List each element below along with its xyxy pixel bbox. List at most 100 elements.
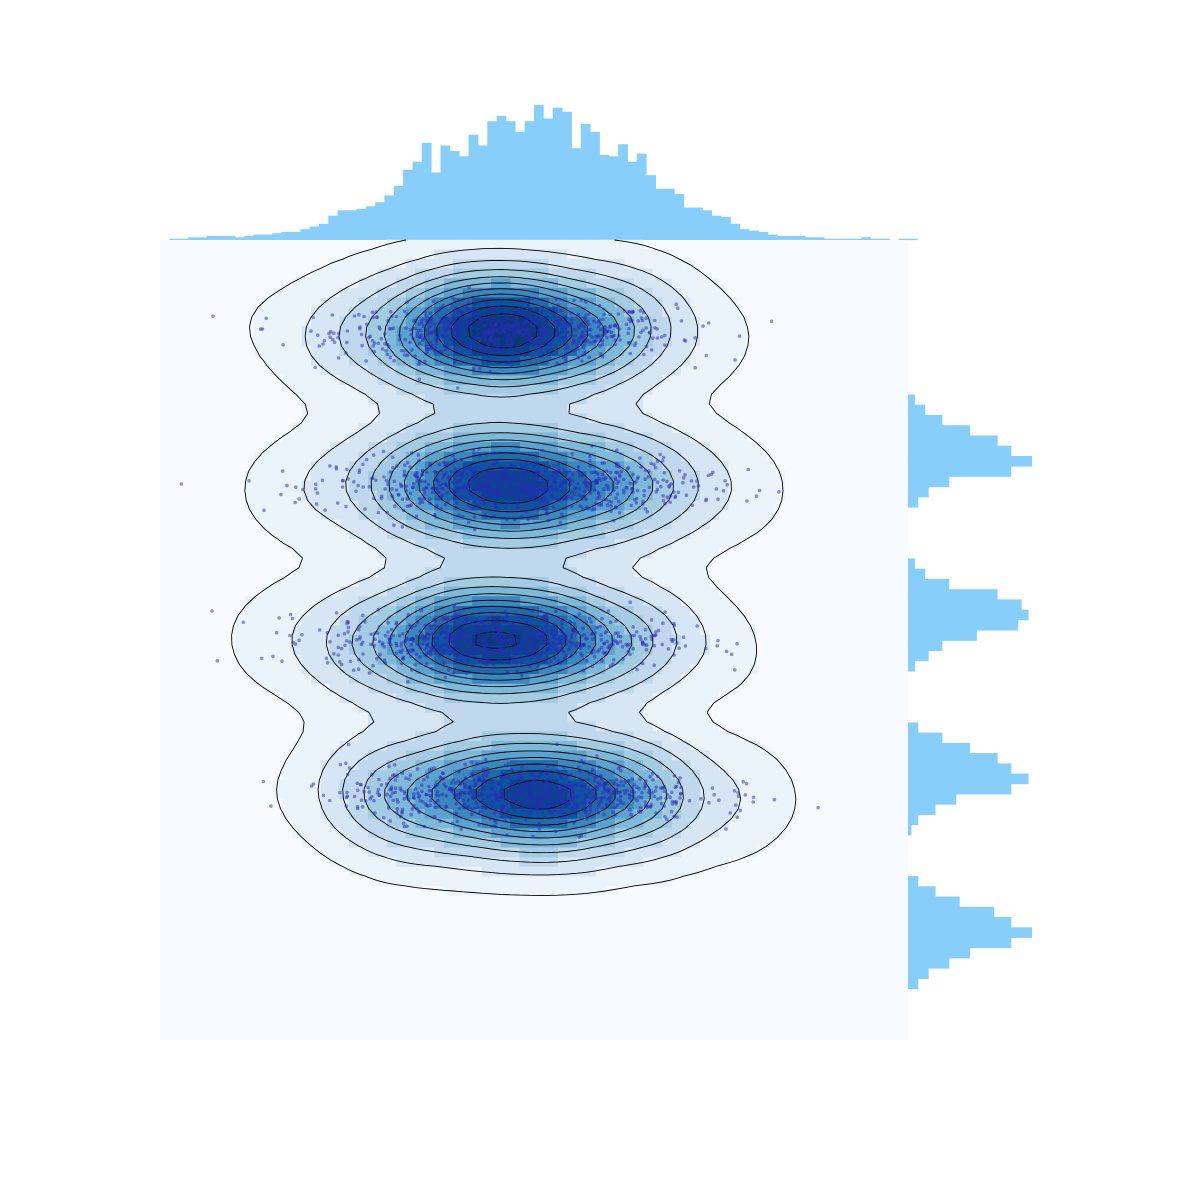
scatter-point <box>540 494 545 498</box>
scatter-point <box>533 338 538 343</box>
scatter-point <box>616 634 621 639</box>
scatter-point <box>656 797 660 801</box>
scatter-point <box>498 811 503 815</box>
scatter-point <box>540 635 544 639</box>
scatter-point <box>291 640 295 645</box>
scatter-point <box>547 464 552 469</box>
scatter-point <box>404 776 408 780</box>
scatter-point <box>590 664 594 668</box>
scatter-point <box>426 636 431 641</box>
scatter-point <box>405 312 410 317</box>
scatter-point <box>508 337 512 341</box>
scatter-point <box>635 667 639 672</box>
scatter-point <box>503 326 507 330</box>
scatter-point <box>710 786 715 790</box>
scatter-point <box>631 646 636 651</box>
scatter-point <box>467 655 471 660</box>
scatter-point <box>602 461 607 465</box>
scatter-point <box>391 633 396 638</box>
scatter-point <box>513 307 518 312</box>
scatter-point <box>433 346 437 350</box>
scatter-point <box>532 311 536 316</box>
scatter-point <box>751 795 756 800</box>
scatter-point <box>617 472 622 477</box>
scatter-point <box>210 609 214 613</box>
top-histogram-bar <box>627 161 638 240</box>
scatter-point <box>522 343 526 348</box>
scatter-point <box>693 335 697 340</box>
scatter-point <box>459 636 463 640</box>
scatter-point <box>677 646 681 650</box>
scatter-point <box>570 452 574 456</box>
top-histogram-bar <box>328 215 338 240</box>
scatter-point <box>509 364 514 368</box>
scatter-point <box>314 502 319 506</box>
scatter-point <box>458 657 463 662</box>
scatter-point <box>545 315 550 320</box>
scatter-point <box>636 319 641 323</box>
scatter-point <box>597 765 602 769</box>
scatter-point <box>371 315 375 320</box>
scatter-point <box>570 806 575 811</box>
top-histogram-bar <box>711 215 722 240</box>
scatter-point <box>377 793 382 797</box>
right-histogram-bar <box>908 609 1029 621</box>
scatter-point <box>570 472 575 477</box>
scatter-point <box>619 801 623 805</box>
scatter-point <box>639 637 643 642</box>
scatter-point <box>568 334 572 339</box>
scatter-point <box>584 620 589 624</box>
scatter-point <box>511 311 515 315</box>
scatter-point <box>573 811 578 816</box>
scatter-point <box>469 629 473 633</box>
scatter-point <box>498 783 503 787</box>
scatter-point <box>465 472 469 477</box>
scatter-point <box>600 659 604 663</box>
scatter-point <box>454 802 459 806</box>
scatter-point <box>678 776 682 780</box>
scatter-point <box>455 793 460 797</box>
scatter-point <box>649 804 653 809</box>
scatter-point <box>394 314 399 319</box>
scatter-point <box>541 473 546 478</box>
scatter-point <box>455 636 459 641</box>
scatter-point <box>533 648 538 652</box>
right-histogram-bar <box>908 958 950 969</box>
scatter-point <box>553 796 557 801</box>
scatter-point <box>387 764 391 769</box>
right-histogram-bar <box>908 804 936 815</box>
scatter-point <box>506 775 511 780</box>
scatter-point <box>634 496 639 501</box>
scatter-point <box>322 338 327 343</box>
scatter-point <box>495 312 499 317</box>
scatter-point <box>640 661 645 666</box>
top-histogram-bar <box>169 238 180 241</box>
scatter-point <box>572 492 577 496</box>
scatter-point <box>422 777 426 782</box>
scatter-point <box>653 318 657 323</box>
right-histogram-bar <box>908 425 970 436</box>
scatter-point <box>530 338 534 343</box>
scatter-point <box>554 497 559 501</box>
scatter-point <box>522 321 526 325</box>
scatter-point <box>498 791 503 796</box>
scatter-point <box>524 620 528 625</box>
scatter-point <box>591 787 595 792</box>
scatter-point <box>676 780 681 785</box>
scatter-point <box>274 630 279 635</box>
scatter-point <box>480 639 485 644</box>
scatter-point <box>334 611 339 615</box>
scatter-point <box>445 622 449 627</box>
scatter-point <box>561 323 565 327</box>
scatter-point <box>533 319 537 323</box>
scatter-point <box>463 791 467 795</box>
scatter-point <box>600 472 605 477</box>
scatter-point <box>530 793 534 798</box>
scatter-point <box>347 766 352 770</box>
scatter-point <box>515 645 519 650</box>
scatter-point <box>563 799 567 803</box>
scatter-point <box>568 325 572 329</box>
scatter-point <box>325 660 330 665</box>
scatter-point <box>480 634 485 638</box>
scatter-point <box>612 324 617 328</box>
